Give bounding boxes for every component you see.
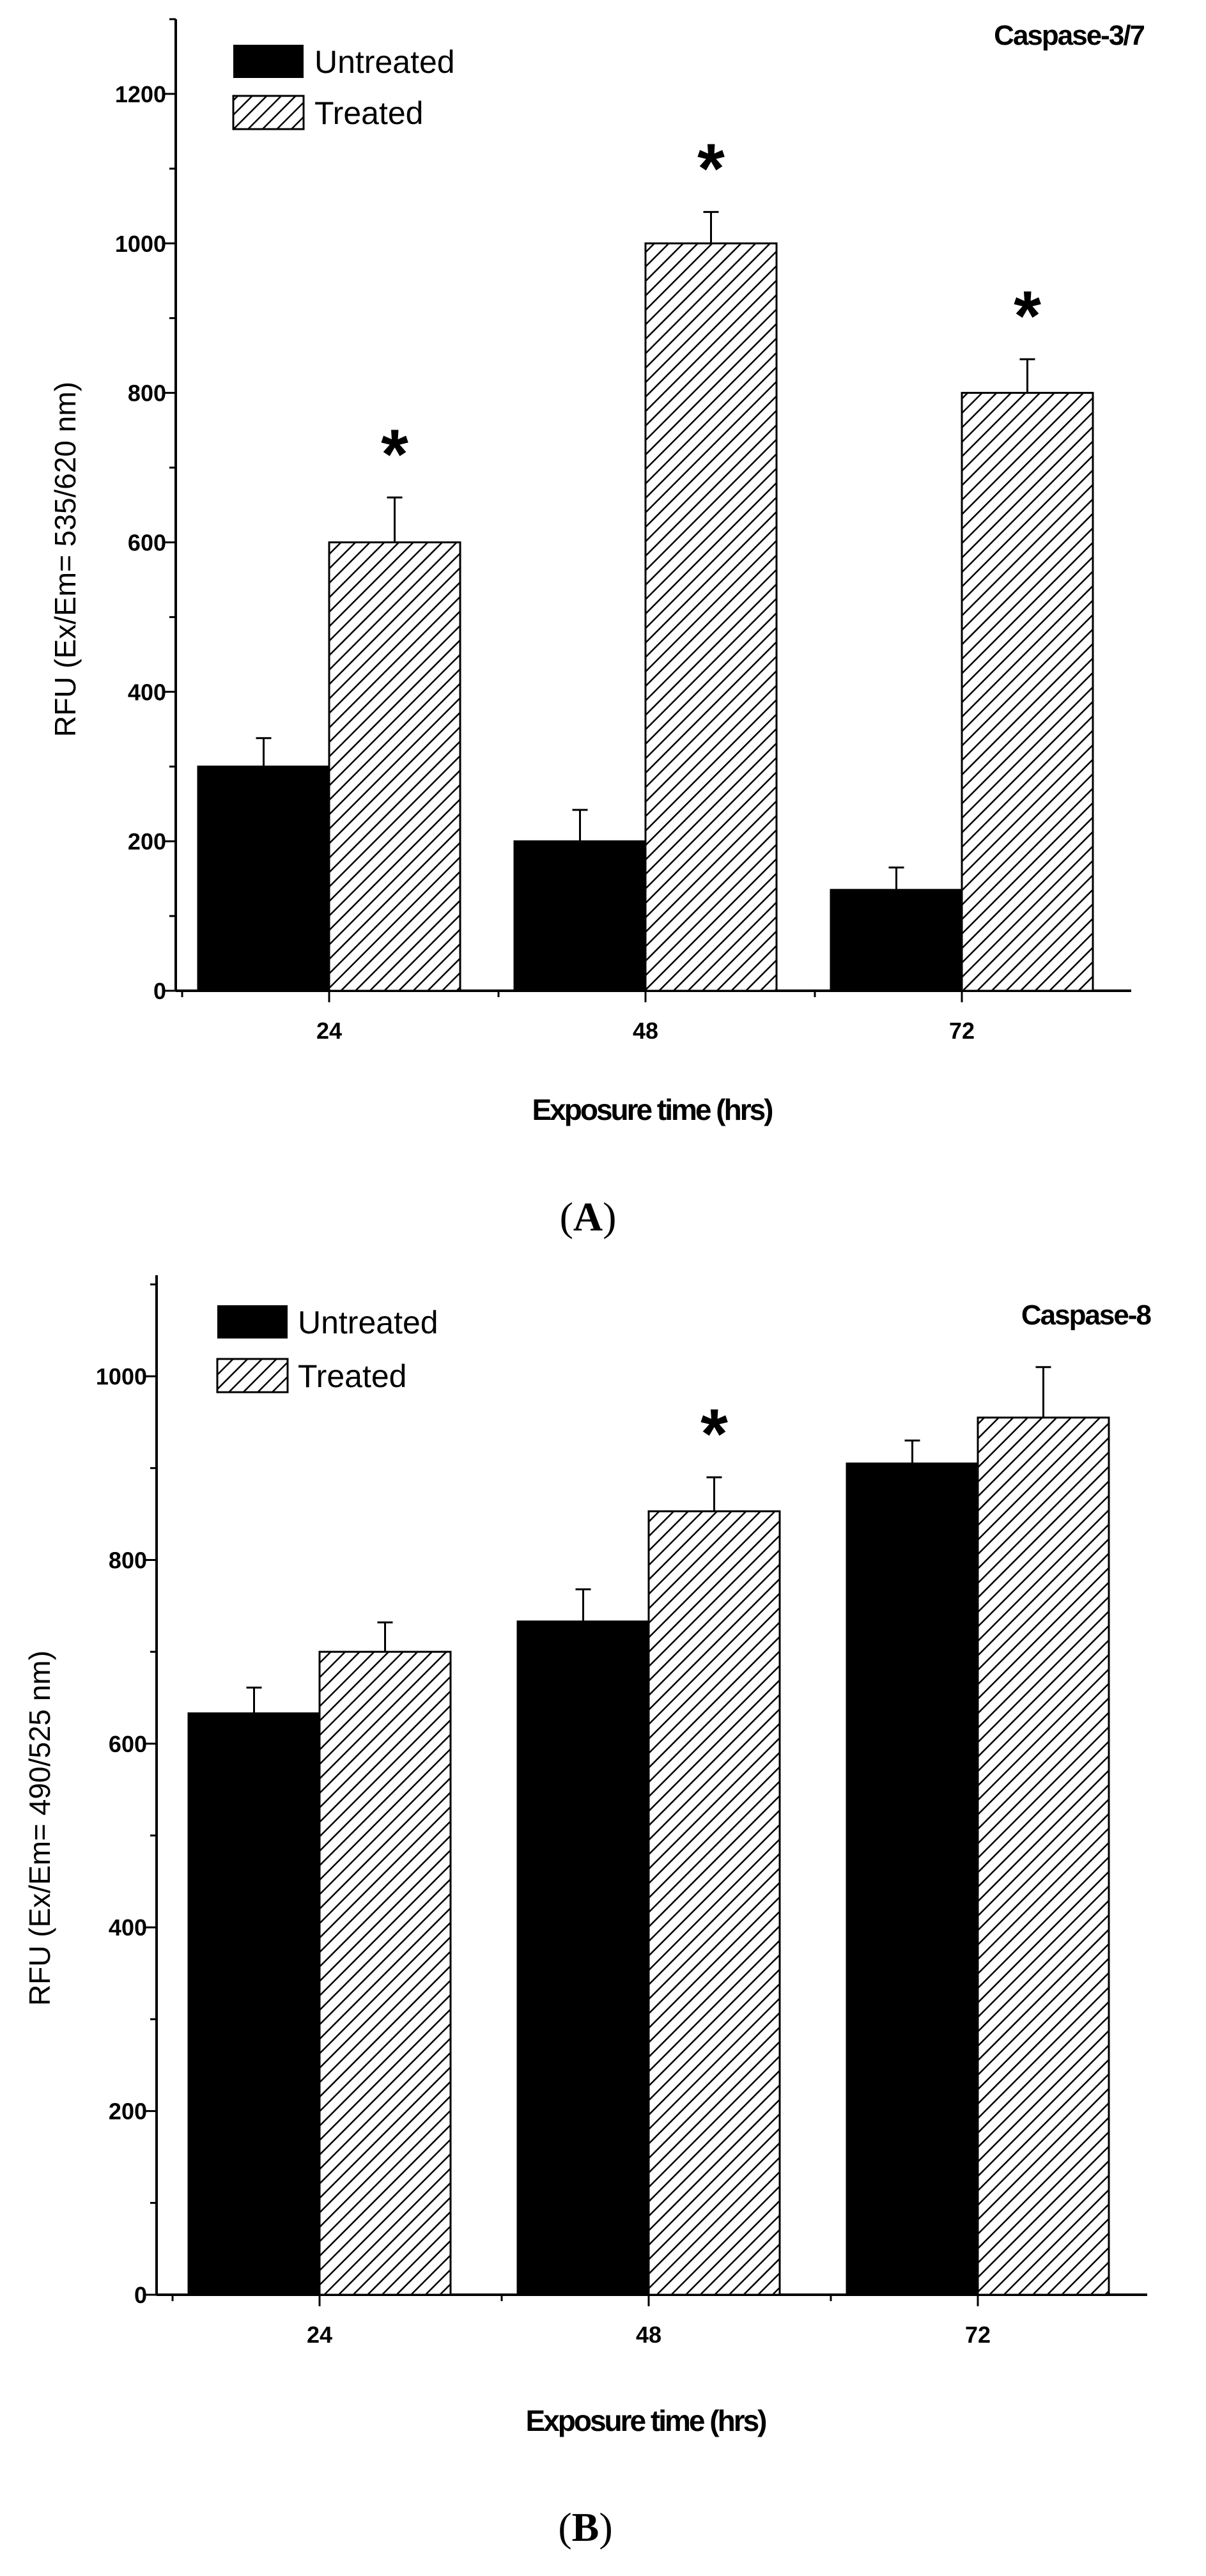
y-tick-label: 0 bbox=[134, 2282, 147, 2308]
y-tick-label: 1000 bbox=[96, 1363, 147, 1390]
chart-caspase-8: Caspase-8 RFU (Ex/Em= 490/525 nm) Exposu… bbox=[23, 1275, 1153, 2550]
x-tick-label: 72 bbox=[949, 1018, 975, 1044]
y-axis-title: RFU (Ex/Em= 535/620 nm) bbox=[49, 382, 82, 737]
y-tick-label: 400 bbox=[109, 1914, 147, 1941]
bar-untreated-24 bbox=[197, 765, 330, 992]
x-tick-label: 48 bbox=[636, 2322, 661, 2348]
y-axis-title: RFU (Ex/Em= 490/525 nm) bbox=[23, 1650, 56, 2006]
y-tick-label: 200 bbox=[109, 2099, 147, 2125]
bar-treated-72 bbox=[977, 1416, 1110, 2296]
y-tick-label: 1200 bbox=[115, 81, 166, 107]
x-axis-title: Exposure time (hrs) bbox=[532, 1093, 773, 1126]
bar-treated-72 bbox=[961, 392, 1094, 992]
x-tick-label: 72 bbox=[965, 2322, 991, 2348]
bar-untreated-48 bbox=[516, 1620, 650, 2296]
legend-swatch-treated bbox=[216, 1358, 289, 1393]
significance-marker: * bbox=[381, 415, 408, 493]
y-tick-label: 800 bbox=[109, 1547, 147, 1573]
legend-label-treated: Treated bbox=[298, 1358, 406, 1394]
bar-treated-48 bbox=[644, 242, 778, 992]
legend-label-untreated: Untreated bbox=[298, 1305, 438, 1340]
legend-label-untreated: Untreated bbox=[314, 44, 455, 80]
significance-marker: * bbox=[1014, 277, 1041, 355]
x-tick-label: 24 bbox=[307, 2322, 332, 2348]
bar-treated-48 bbox=[647, 1510, 781, 2296]
panel-label-b: (B) bbox=[558, 2504, 612, 2550]
bar-untreated-48 bbox=[513, 840, 647, 992]
y-tick-label: 800 bbox=[128, 380, 166, 407]
significance-marker: * bbox=[700, 1395, 728, 1473]
legend: Untreated Treated bbox=[232, 44, 455, 131]
chart-title: Caspase-8 bbox=[1021, 1300, 1152, 1331]
bar-untreated-72 bbox=[830, 888, 963, 992]
bar-untreated-72 bbox=[846, 1463, 979, 2296]
bar-treated-24 bbox=[318, 1650, 452, 2296]
legend-swatch-untreated bbox=[217, 1305, 288, 1338]
y-tick-label: 600 bbox=[128, 529, 166, 555]
panel-label-a: (A) bbox=[560, 1194, 617, 1239]
chart-caspase-3-7: Caspase-3/7 RFU (Ex/Em= 535/620 nm) Expo… bbox=[49, 18, 1146, 1239]
bar-untreated-24 bbox=[187, 1712, 321, 2296]
y-tick-label: 600 bbox=[109, 1731, 147, 1757]
legend: Untreated Treated bbox=[216, 1305, 438, 1394]
chart-title: Caspase-3/7 bbox=[994, 20, 1144, 51]
x-tick-label: 24 bbox=[316, 1018, 342, 1044]
significance-marker: * bbox=[697, 130, 725, 208]
legend-swatch-untreated bbox=[233, 45, 304, 78]
legend-label-treated: Treated bbox=[314, 95, 423, 131]
y-tick-label: 400 bbox=[128, 679, 166, 705]
x-tick-label: 48 bbox=[633, 1018, 658, 1044]
bar-treated-24 bbox=[328, 541, 461, 992]
legend-swatch-treated bbox=[232, 95, 305, 130]
y-tick-label: 200 bbox=[128, 828, 166, 855]
y-tick-label: 0 bbox=[153, 978, 166, 1004]
x-axis-title: Exposure time (hrs) bbox=[526, 2404, 767, 2437]
y-tick-label: 1000 bbox=[115, 231, 166, 257]
